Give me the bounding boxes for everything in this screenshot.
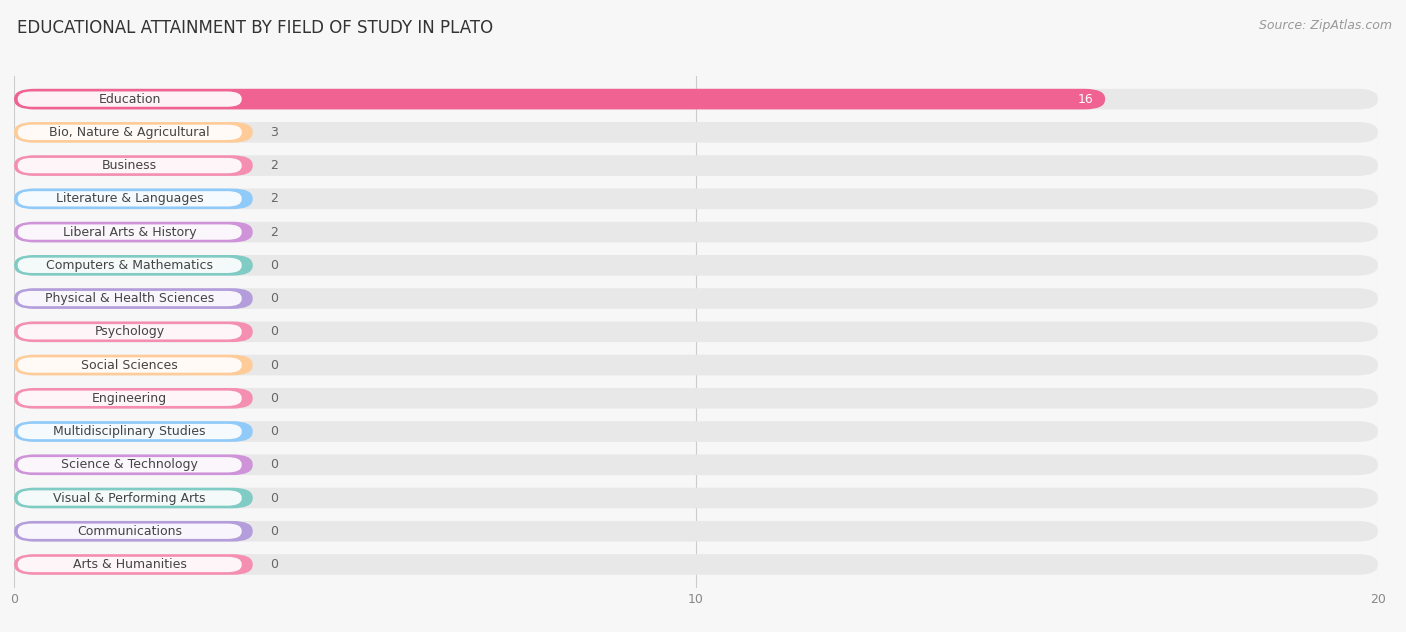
- Text: 2: 2: [270, 159, 277, 172]
- Text: 3: 3: [270, 126, 277, 139]
- FancyBboxPatch shape: [14, 521, 253, 542]
- Text: Liberal Arts & History: Liberal Arts & History: [63, 226, 197, 238]
- FancyBboxPatch shape: [14, 255, 1378, 276]
- Text: Source: ZipAtlas.com: Source: ZipAtlas.com: [1258, 19, 1392, 32]
- FancyBboxPatch shape: [14, 421, 253, 442]
- Text: Psychology: Psychology: [94, 325, 165, 338]
- Text: 2: 2: [270, 192, 277, 205]
- FancyBboxPatch shape: [14, 222, 1378, 243]
- Text: Multidisciplinary Studies: Multidisciplinary Studies: [53, 425, 205, 438]
- FancyBboxPatch shape: [14, 322, 1378, 342]
- Text: 0: 0: [270, 425, 278, 438]
- Text: Physical & Health Sciences: Physical & Health Sciences: [45, 292, 214, 305]
- FancyBboxPatch shape: [14, 554, 1378, 574]
- FancyBboxPatch shape: [18, 92, 242, 107]
- FancyBboxPatch shape: [14, 388, 253, 409]
- FancyBboxPatch shape: [14, 89, 1378, 109]
- Text: 0: 0: [270, 392, 278, 404]
- Text: Arts & Humanities: Arts & Humanities: [73, 558, 187, 571]
- Text: Science & Technology: Science & Technology: [62, 458, 198, 471]
- FancyBboxPatch shape: [18, 291, 242, 306]
- Text: Engineering: Engineering: [93, 392, 167, 404]
- Text: 0: 0: [270, 325, 278, 338]
- FancyBboxPatch shape: [14, 288, 1378, 309]
- FancyBboxPatch shape: [18, 191, 242, 207]
- FancyBboxPatch shape: [14, 288, 253, 309]
- Text: Literature & Languages: Literature & Languages: [56, 192, 204, 205]
- FancyBboxPatch shape: [14, 222, 253, 243]
- FancyBboxPatch shape: [18, 457, 242, 472]
- Text: Computers & Mathematics: Computers & Mathematics: [46, 259, 214, 272]
- Text: Business: Business: [103, 159, 157, 172]
- Text: Communications: Communications: [77, 525, 183, 538]
- FancyBboxPatch shape: [14, 454, 253, 475]
- Text: 0: 0: [270, 292, 278, 305]
- FancyBboxPatch shape: [14, 355, 1378, 375]
- FancyBboxPatch shape: [14, 554, 253, 574]
- FancyBboxPatch shape: [14, 188, 253, 209]
- Text: 2: 2: [270, 226, 277, 238]
- FancyBboxPatch shape: [14, 488, 253, 508]
- FancyBboxPatch shape: [18, 324, 242, 339]
- Text: 0: 0: [270, 492, 278, 504]
- FancyBboxPatch shape: [14, 155, 253, 176]
- FancyBboxPatch shape: [14, 188, 1378, 209]
- Text: 0: 0: [270, 358, 278, 372]
- FancyBboxPatch shape: [18, 125, 242, 140]
- FancyBboxPatch shape: [14, 454, 1378, 475]
- FancyBboxPatch shape: [14, 355, 253, 375]
- Text: Education: Education: [98, 93, 160, 106]
- FancyBboxPatch shape: [18, 490, 242, 506]
- FancyBboxPatch shape: [18, 557, 242, 572]
- Text: 0: 0: [270, 458, 278, 471]
- Text: EDUCATIONAL ATTAINMENT BY FIELD OF STUDY IN PLATO: EDUCATIONAL ATTAINMENT BY FIELD OF STUDY…: [17, 19, 494, 37]
- FancyBboxPatch shape: [18, 224, 242, 240]
- FancyBboxPatch shape: [14, 89, 1105, 109]
- Text: 0: 0: [270, 558, 278, 571]
- Text: Visual & Performing Arts: Visual & Performing Arts: [53, 492, 205, 504]
- FancyBboxPatch shape: [18, 391, 242, 406]
- FancyBboxPatch shape: [18, 357, 242, 373]
- FancyBboxPatch shape: [18, 258, 242, 273]
- Text: 0: 0: [270, 259, 278, 272]
- Text: Bio, Nature & Agricultural: Bio, Nature & Agricultural: [49, 126, 209, 139]
- Text: 0: 0: [270, 525, 278, 538]
- FancyBboxPatch shape: [14, 421, 1378, 442]
- Text: Social Sciences: Social Sciences: [82, 358, 179, 372]
- Text: 16: 16: [1078, 93, 1094, 106]
- FancyBboxPatch shape: [18, 523, 242, 539]
- FancyBboxPatch shape: [14, 122, 253, 143]
- FancyBboxPatch shape: [14, 521, 1378, 542]
- FancyBboxPatch shape: [18, 158, 242, 173]
- FancyBboxPatch shape: [14, 255, 253, 276]
- FancyBboxPatch shape: [14, 122, 1378, 143]
- FancyBboxPatch shape: [14, 488, 1378, 508]
- FancyBboxPatch shape: [18, 424, 242, 439]
- FancyBboxPatch shape: [14, 322, 253, 342]
- FancyBboxPatch shape: [14, 155, 1378, 176]
- FancyBboxPatch shape: [14, 388, 1378, 409]
